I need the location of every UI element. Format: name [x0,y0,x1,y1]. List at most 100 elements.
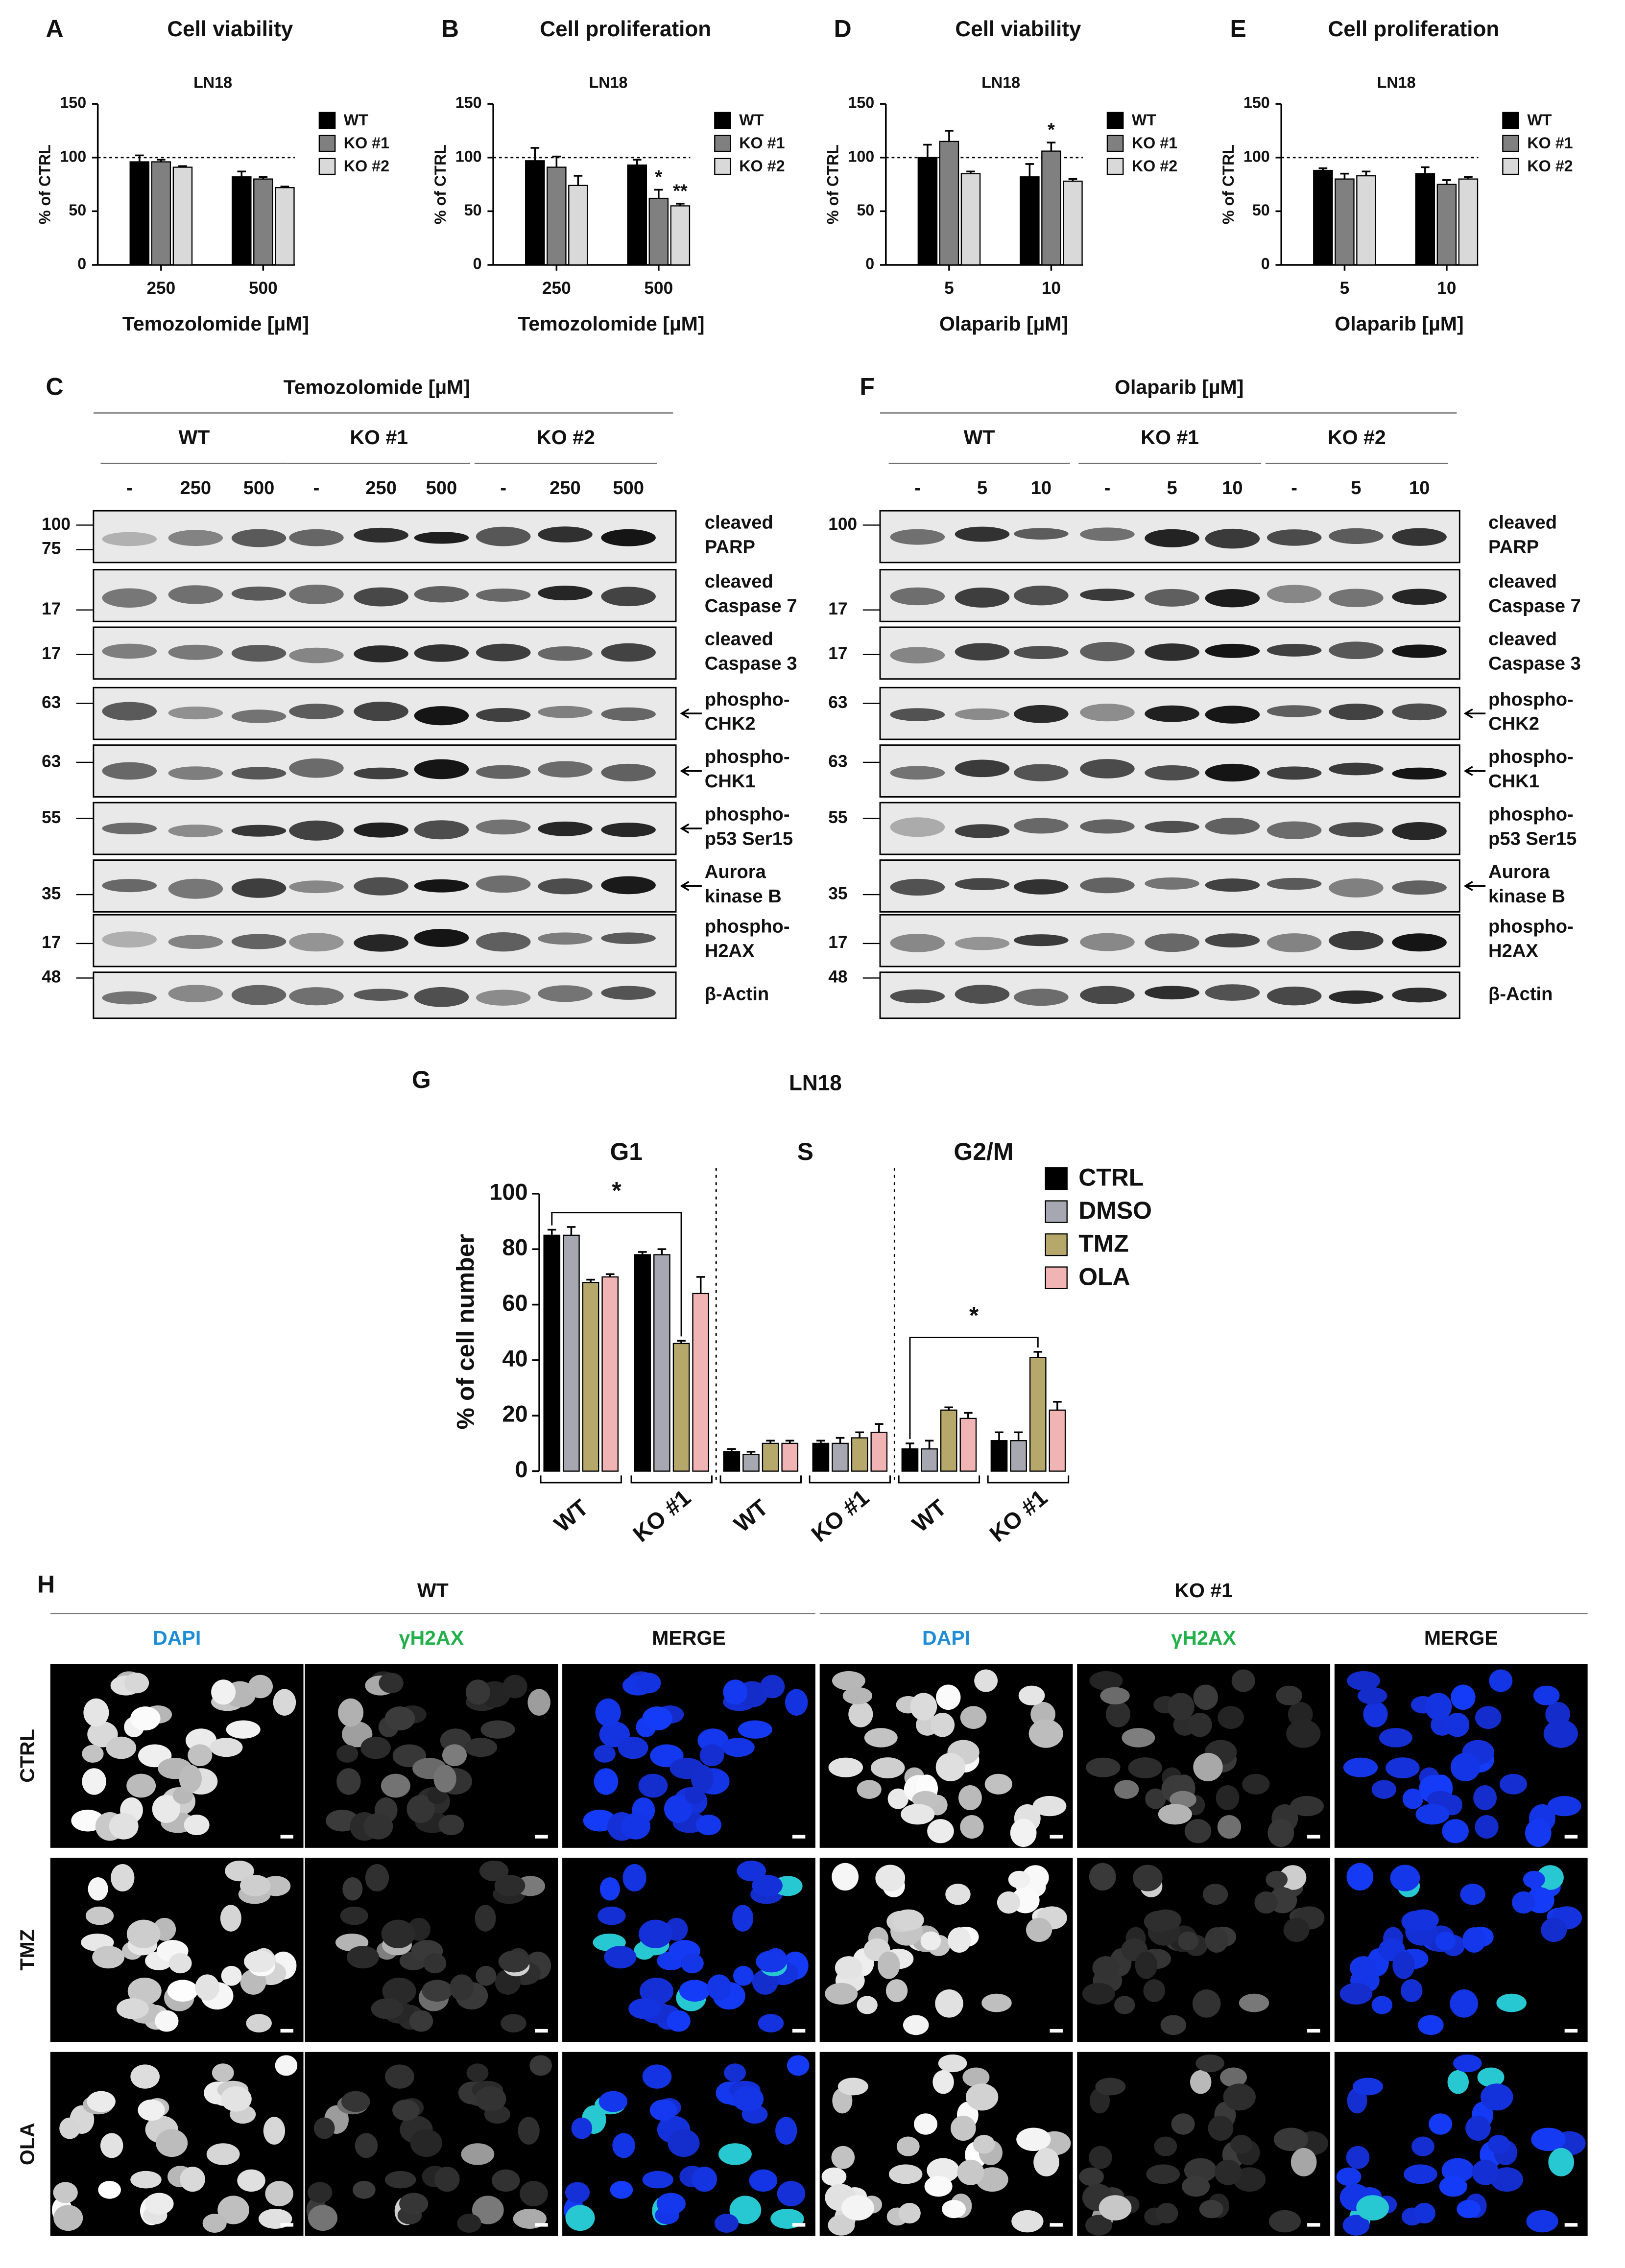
x-tick-label: 500 [249,279,278,298]
y-tick-label: 0 [473,255,482,273]
nucleus [341,2091,370,2112]
channel-label: MERGE [652,1627,726,1649]
bar [1335,178,1355,266]
error-bar [816,1440,825,1443]
nucleus [733,2086,764,2112]
lane-label: 250 [180,477,211,498]
error-bar [638,1251,647,1255]
blot-band [354,587,408,607]
nucleus [384,1706,415,1731]
nucleus [1160,2015,1187,2035]
nucleus [832,1863,859,1891]
bar [525,160,545,266]
nucleus [308,2182,333,2203]
nucleus [85,1906,114,1925]
lane-label: - [126,477,133,498]
nucleus [1450,1989,1478,2018]
legend-label: OLA [1078,1263,1130,1290]
nucleus [98,2181,121,2199]
bar [253,178,273,266]
nucleus [1525,1819,1552,1847]
band-arrow [680,881,702,891]
nucleus [1217,1815,1242,1839]
nucleus [206,2143,240,2165]
nucleus [338,1698,364,1727]
bar [1313,169,1333,266]
blot-band [289,529,344,546]
blot-band [955,878,1010,890]
nucleus [901,1804,935,1825]
panel-label: G [412,1066,431,1093]
nucleus [1216,1785,1240,1811]
nucleus [379,1673,404,1694]
chart-subtitle: LN18 [193,74,232,92]
scale-bar [792,1835,806,1839]
blot-label: phospho- [1488,804,1574,825]
blot-band [955,708,1010,720]
error-bar [1340,172,1349,179]
blot-band [168,878,223,899]
blot-band [231,586,287,601]
nucleus [984,1773,1012,1795]
nucleus [363,1813,393,1840]
x-tick-label: 10 [1042,279,1061,298]
legend-swatch [1106,135,1124,152]
error-bar [766,1440,775,1443]
blot-title: Olaparib [µM] [1115,376,1243,398]
nucleus [974,1669,998,1692]
lane-label: 5 [1167,477,1177,498]
legend-label: KO #2 [344,157,389,175]
nucleus [898,2202,921,2224]
nucleus [1028,1719,1063,1748]
blot-band [102,588,157,608]
nucleus [410,2129,442,2157]
nucleus [640,1977,674,2005]
bar [742,1454,760,1472]
legend-swatch [1502,135,1519,152]
nucleus [498,1950,530,1973]
nucleus [167,1980,198,2002]
blot-label: kinase B [1488,886,1565,907]
nucleus [1146,2164,1180,2184]
nucleus [957,2159,984,2185]
nucleus [1392,1951,1415,1979]
nucleus [1475,1706,1502,1729]
nucleus [1462,1927,1486,1953]
legend-label: DMSO [1078,1197,1152,1224]
nucleus [597,1906,626,1925]
nucleus [962,2067,990,2087]
blot-label: cleaved [1488,628,1557,649]
nucleus [664,1795,693,1823]
blot-band [1205,763,1260,782]
nucleus [1371,1996,1393,2014]
nucleus [385,2064,414,2089]
channel-label: γH2AX [399,1627,464,1649]
bar [601,1276,619,1472]
error-bar [567,1226,576,1235]
y-tick-label: 0 [1261,255,1270,273]
blot-label: cleaved [705,571,773,592]
lane-label: - [500,477,506,498]
blot-band [1267,933,1322,952]
blot-band [1267,986,1322,1006]
nucleus [945,1884,971,1905]
nucleus [406,1795,435,1823]
nucleus [1223,2083,1256,2111]
nucleus [695,1814,721,1836]
blot-label: PARP [705,537,755,558]
nucleus [947,1927,971,1953]
nucleus [1401,1979,1423,2002]
nucleus [87,2091,116,2112]
nucleus [642,2064,672,2089]
y-tick-label: 60 [502,1290,527,1316]
x-axis-label: Olaparib [µM] [1335,312,1463,335]
nucleus [642,2171,674,2189]
nucleus [239,1875,271,1896]
y-tick-label: 150 [455,94,482,112]
band-arrow [1463,708,1486,719]
blot-label: β-Actin [1488,984,1553,1005]
nucleus [1219,2067,1247,2087]
nucleus [914,2113,937,2135]
nucleus [729,2196,762,2224]
